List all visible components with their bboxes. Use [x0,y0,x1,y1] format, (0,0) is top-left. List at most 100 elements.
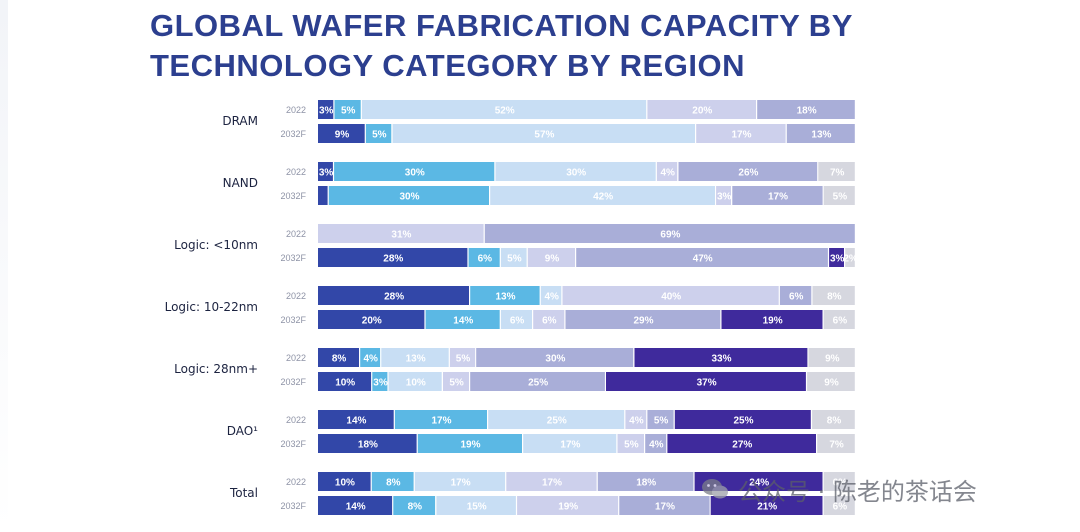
year-label: 2022 [286,415,306,425]
category-label: DAO¹ [227,424,258,438]
bar-segment [318,100,334,119]
bar-segment [381,348,449,367]
bar-segment [334,100,361,119]
bar-segment [318,372,372,391]
bar-segment [597,472,694,491]
title-line-1: GLOBAL WAFER FABRICATION CAPACITY BY [150,8,853,43]
bar-segment [495,162,656,181]
bar-segment [318,162,333,181]
bar-segment [562,286,779,305]
page-edge [0,0,8,532]
year-label: 2022 [286,353,306,363]
data-label: 37% [697,378,717,389]
bar-segment [823,496,855,515]
bar-segment [392,124,695,143]
bar-segment [823,472,855,491]
data-label: 69% [660,230,680,241]
data-label: 5% [507,254,522,265]
year-label: 2022 [286,477,306,487]
bar-segment [667,434,816,453]
data-label: 3% [717,192,732,203]
data-label: 30% [566,168,586,179]
data-label: 10% [335,378,355,389]
watermark: 公众号 · 陈老的茶话会 [700,472,977,506]
bar-segment [318,286,469,305]
bar-segment [710,496,823,515]
data-label: 30% [399,192,419,203]
bar-segment [812,286,855,305]
bar-segment [425,310,500,329]
data-label: 6% [833,478,848,489]
bar-segment [372,372,388,391]
bar-segment [318,410,394,429]
year-label: 2032F [280,377,306,387]
data-label: 42% [593,192,613,203]
chart-title: GLOBAL WAFER FABRICATION CAPACITY BY TEC… [150,6,910,86]
data-label: 25% [547,416,567,427]
data-label: 6% [510,316,525,327]
data-label: 7% [829,440,844,451]
bar-segment [318,310,425,329]
data-label: 17% [768,192,788,203]
bar-segment [576,248,828,267]
bar-segment [318,434,417,453]
data-label: 19% [763,316,783,327]
bar-segment [656,162,678,181]
data-label: 10% [335,478,355,489]
data-label: 18% [797,106,817,117]
bar-segment [617,434,644,453]
bar-segment [606,372,806,391]
data-label: 13% [495,292,515,303]
data-label: 8% [408,502,423,513]
data-label: 9% [825,354,840,365]
bar-segment [807,372,855,391]
data-label: 14% [453,316,473,327]
bar-segment [757,100,855,119]
data-label: 4% [544,292,559,303]
data-label: 5% [833,192,848,203]
data-label: 24% [749,478,769,489]
data-label: 5% [341,106,356,117]
bar-segment [371,472,414,491]
bar-segment [540,286,562,305]
category-label: Logic: 10-22nm [165,300,258,314]
data-label: 21% [757,502,777,513]
year-label: 2032F [280,501,306,511]
bar-segment [645,434,667,453]
bar-segment [436,496,516,515]
data-label: 8% [332,354,347,365]
bar-segment [361,100,647,119]
data-label: 18% [358,440,378,451]
year-label: 2032F [280,439,306,449]
data-label: 9% [545,254,560,265]
data-label: 14% [346,416,366,427]
year-label: 2032F [280,191,306,201]
year-label: 2022 [286,167,306,177]
data-label: 20% [362,316,382,327]
data-label: 40% [661,292,681,303]
bar-segment [388,372,442,391]
bar-segment [786,124,855,143]
bar-segment [470,372,605,391]
bar-segment [779,286,812,305]
bar-segment [318,124,365,143]
year-label: 2032F [280,129,306,139]
bar-segment [500,310,532,329]
data-label: 57% [534,130,554,141]
data-label: 3% [319,168,334,179]
bar-segment [647,410,674,429]
bar-segment [647,100,756,119]
category-label: Logic: 28nm+ [174,362,258,376]
bar-segment [716,186,731,205]
bar-segment [619,496,710,515]
data-label: 5% [372,130,387,141]
bar-segment [812,410,855,429]
bar-segment [484,224,855,243]
title-line-2: TECHNOLOGY CATEGORY BY REGION [150,48,745,83]
bar-segment [817,434,855,453]
data-label: 17% [542,478,562,489]
data-label: 3% [319,106,334,117]
bar-segment [334,162,495,181]
bar-segment [818,162,855,181]
data-label: 7% [830,168,845,179]
